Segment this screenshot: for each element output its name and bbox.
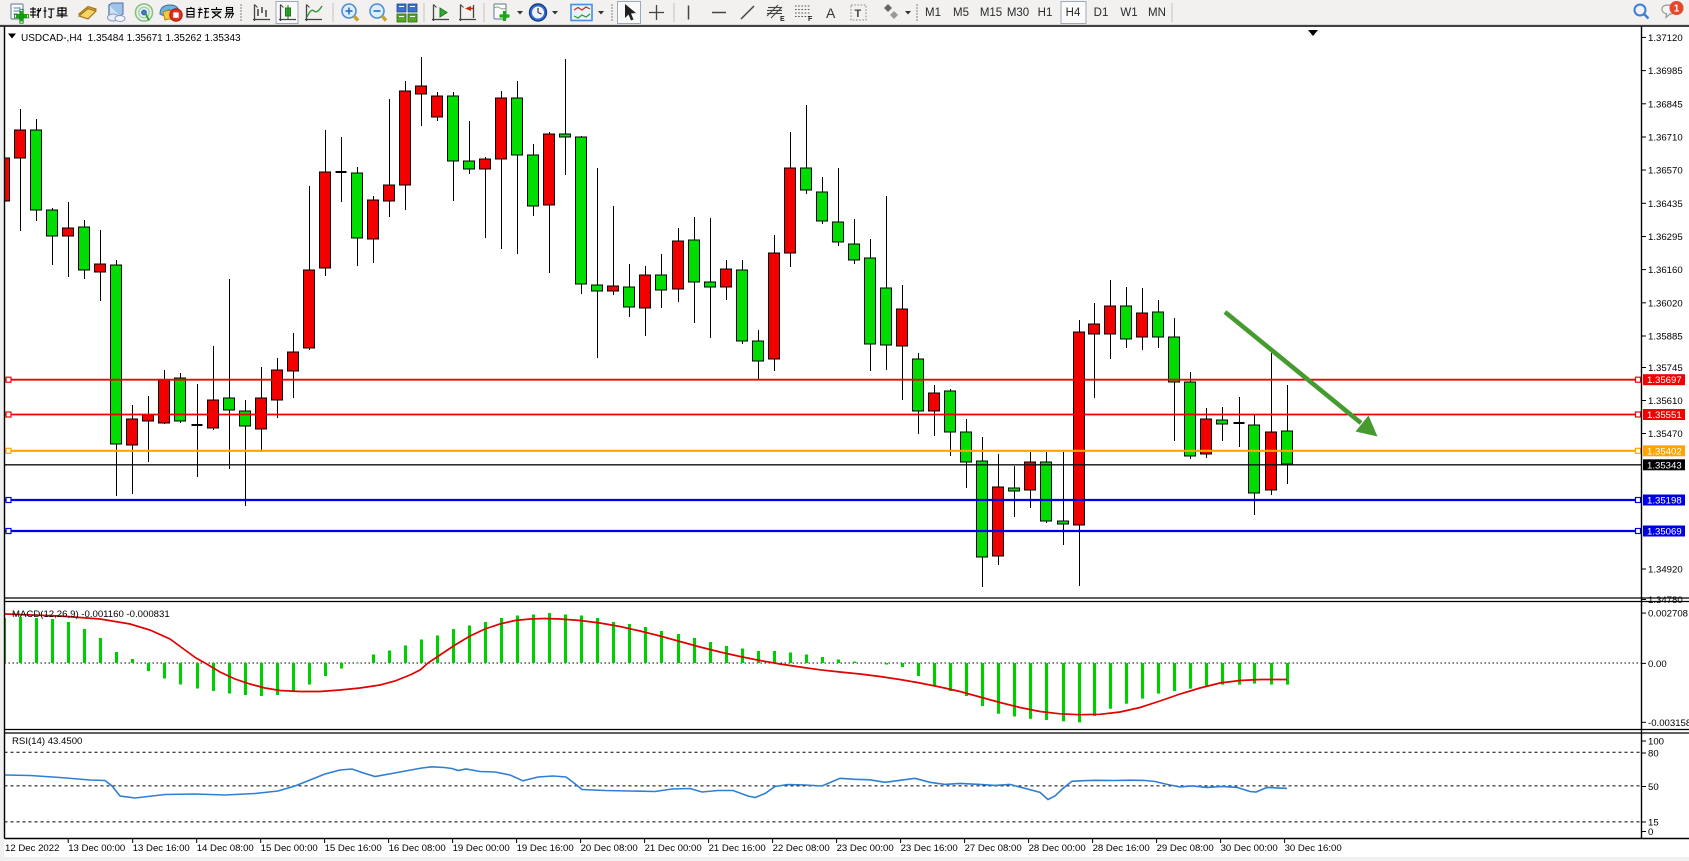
svg-text:0: 0 (1648, 827, 1653, 838)
svg-text:15 Dec 00:00: 15 Dec 00:00 (261, 843, 318, 854)
svg-text:22 Dec 08:00: 22 Dec 08:00 (773, 843, 830, 854)
svg-text:1.35069: 1.35069 (1647, 527, 1682, 538)
svg-text:-0.003158: -0.003158 (1648, 718, 1689, 729)
svg-text:1.35402: 1.35402 (1647, 446, 1682, 457)
svg-text:21 Dec 00:00: 21 Dec 00:00 (645, 843, 702, 854)
svg-text:A: A (826, 5, 836, 21)
svg-text:1.36845: 1.36845 (1648, 99, 1683, 110)
svg-text:15: 15 (1648, 818, 1659, 829)
svg-text:1.35343: 1.35343 (1647, 460, 1682, 471)
svg-text:20 Dec 08:00: 20 Dec 08:00 (581, 843, 638, 854)
svg-text:14 Dec 08:00: 14 Dec 08:00 (197, 843, 254, 854)
svg-text:MN: MN (1148, 7, 1166, 19)
svg-text:1.35610: 1.35610 (1648, 396, 1683, 407)
svg-text:0.00: 0.00 (1648, 659, 1667, 670)
svg-text:30 Dec 00:00: 30 Dec 00:00 (1221, 843, 1278, 854)
svg-text:23 Dec 16:00: 23 Dec 16:00 (901, 843, 958, 854)
svg-text:MACD(12,26,9) -0.001160 -0.000: MACD(12,26,9) -0.001160 -0.000831 (12, 609, 170, 620)
svg-text:19 Dec 16:00: 19 Dec 16:00 (517, 843, 574, 854)
svg-text:29 Dec 08:00: 29 Dec 08:00 (1157, 843, 1214, 854)
svg-text:USDCAD-,H4 1.35484 1.35671 1.: USDCAD-,H4 1.35484 1.35671 1.35262 1.353… (21, 33, 241, 44)
svg-text:13 Dec 16:00: 13 Dec 16:00 (133, 843, 190, 854)
svg-text:28 Dec 16:00: 28 Dec 16:00 (1093, 843, 1150, 854)
svg-text:1.37120: 1.37120 (1648, 33, 1683, 44)
svg-text:W1: W1 (1120, 7, 1137, 19)
svg-text:13 Dec 00:00: 13 Dec 00:00 (68, 843, 125, 854)
svg-text:27 Dec 08:00: 27 Dec 08:00 (965, 843, 1022, 854)
svg-text:1.36160: 1.36160 (1648, 265, 1683, 276)
svg-text:H4: H4 (1066, 7, 1081, 19)
svg-text:80: 80 (1648, 749, 1659, 760)
svg-text:1.35470: 1.35470 (1648, 429, 1683, 440)
svg-text:D1: D1 (1094, 7, 1109, 19)
svg-text:M5: M5 (953, 7, 969, 19)
svg-text:1.35885: 1.35885 (1648, 332, 1683, 343)
svg-text:15 Dec 16:00: 15 Dec 16:00 (325, 843, 382, 854)
svg-text:0.002708: 0.002708 (1648, 609, 1688, 620)
svg-text:1.34920: 1.34920 (1648, 565, 1683, 576)
svg-text:1.35697: 1.35697 (1647, 375, 1682, 386)
svg-text:1.36570: 1.36570 (1648, 166, 1683, 177)
svg-text:1.36985: 1.36985 (1648, 66, 1683, 77)
svg-text:23 Dec 00:00: 23 Dec 00:00 (837, 843, 894, 854)
svg-text:28 Dec 00:00: 28 Dec 00:00 (1029, 843, 1086, 854)
svg-text:16 Dec 08:00: 16 Dec 08:00 (389, 843, 446, 854)
svg-text:1.36295: 1.36295 (1648, 232, 1683, 243)
svg-text:30 Dec 16:00: 30 Dec 16:00 (1285, 843, 1342, 854)
svg-text:19 Dec 00:00: 19 Dec 00:00 (453, 843, 510, 854)
svg-text:1.35745: 1.35745 (1648, 363, 1683, 374)
svg-text:F: F (808, 16, 813, 23)
svg-text:H1: H1 (1038, 7, 1053, 19)
svg-text:1.35198: 1.35198 (1647, 496, 1682, 507)
svg-text:1.34780: 1.34780 (1648, 595, 1683, 606)
svg-text:21 Dec 16:00: 21 Dec 16:00 (709, 843, 766, 854)
svg-text:M15: M15 (980, 7, 1002, 19)
svg-text:1.35551: 1.35551 (1647, 410, 1682, 421)
svg-text:1.36020: 1.36020 (1648, 298, 1683, 309)
svg-text:100: 100 (1648, 737, 1664, 748)
svg-text:M1: M1 (925, 7, 941, 19)
svg-text:1.36710: 1.36710 (1648, 133, 1683, 144)
svg-text:M30: M30 (1007, 7, 1029, 19)
svg-text:E: E (780, 16, 785, 23)
svg-text:T: T (855, 8, 862, 20)
svg-text:12 Dec 2022: 12 Dec 2022 (5, 843, 59, 854)
svg-text:RSI(14) 43.4500: RSI(14) 43.4500 (12, 736, 82, 747)
svg-text:1.36435: 1.36435 (1648, 199, 1683, 210)
svg-text:1: 1 (1674, 4, 1680, 15)
svg-text:50: 50 (1648, 782, 1659, 793)
